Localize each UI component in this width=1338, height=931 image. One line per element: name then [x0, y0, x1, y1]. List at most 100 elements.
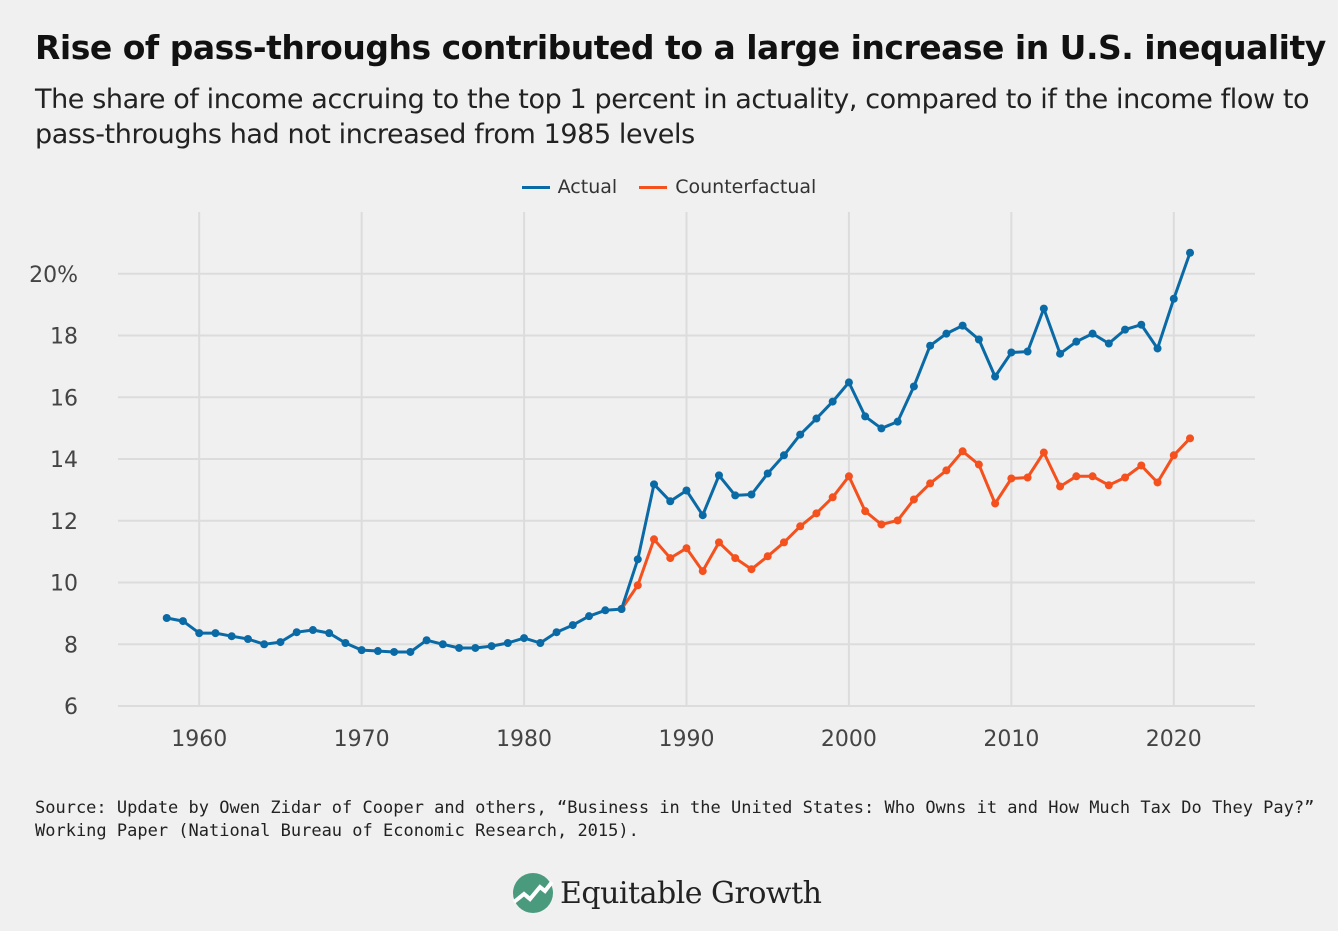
data-point-actual [893, 417, 902, 426]
data-point-counterfactual [682, 544, 691, 553]
y-tick-label: 16 [50, 386, 78, 411]
legend: Actual Counterfactual [0, 176, 1338, 198]
data-point-counterfactual [1056, 482, 1065, 491]
data-point-actual [308, 626, 317, 635]
data-point-counterfactual [1121, 473, 1130, 482]
data-point-counterfactual [1104, 481, 1113, 490]
data-point-actual [1137, 320, 1146, 329]
data-point-actual [552, 628, 561, 637]
data-point-actual [211, 629, 220, 638]
chart-subtitle: The share of income accruing to the top … [35, 84, 1310, 150]
data-point-counterfactual [1153, 478, 1162, 487]
data-point-counterfactual [828, 493, 837, 502]
legend-swatch-actual [521, 186, 550, 189]
source-line-1: Source: Update by Owen Zidar of Cooper a… [35, 798, 1315, 818]
data-point-actual [1023, 347, 1032, 356]
data-point-counterfactual [633, 581, 642, 590]
data-point-actual [390, 647, 399, 656]
data-point-actual [568, 621, 577, 630]
x-tick-label: 2010 [983, 727, 1039, 752]
data-point-actual [471, 643, 480, 652]
data-point-actual [1056, 349, 1065, 358]
x-tick-label: 2000 [821, 727, 877, 752]
data-point-counterfactual [731, 554, 740, 563]
data-point-counterfactual [926, 479, 935, 488]
data-point-counterfactual [650, 535, 659, 544]
y-tick-label: 18 [50, 325, 78, 350]
x-tick-label: 1990 [659, 727, 715, 752]
data-point-actual [747, 490, 756, 499]
data-point-counterfactual [1088, 472, 1097, 481]
data-point-actual [341, 639, 350, 648]
data-point-actual [1153, 344, 1162, 353]
data-point-actual [844, 378, 853, 387]
x-tick-label: 2020 [1146, 727, 1202, 752]
data-point-actual [260, 640, 269, 649]
data-point-actual [325, 629, 334, 638]
data-point-actual [731, 491, 740, 500]
data-point-actual [243, 635, 252, 644]
legend-item-counterfactual: Counterfactual [639, 176, 816, 198]
y-tick-label: 14 [50, 448, 78, 473]
legend-label-actual: Actual [557, 176, 618, 198]
x-tick-label: 1980 [496, 727, 552, 752]
data-point-counterfactual [1072, 472, 1081, 481]
data-point-counterfactual [1186, 434, 1195, 443]
logo: Equitable Growth [512, 872, 822, 914]
data-point-actual [942, 329, 951, 338]
data-point-actual [714, 471, 723, 480]
data-point-actual [974, 335, 983, 344]
data-point-actual [650, 480, 659, 489]
data-point-actual [958, 321, 967, 330]
source-line-2: Working Paper (National Bureau of Econom… [35, 821, 639, 841]
data-point-actual [812, 414, 821, 423]
x-tick-label: 1960 [171, 727, 227, 752]
data-point-actual [861, 412, 870, 421]
data-point-actual [195, 629, 204, 638]
y-tick-label: 8 [64, 633, 78, 658]
data-point-actual [828, 397, 837, 406]
logo-text: Equitable Growth [560, 875, 822, 911]
data-point-actual [422, 636, 431, 645]
data-point-actual [763, 469, 772, 478]
data-point-actual [1186, 248, 1195, 257]
y-tick-label: 6 [64, 695, 78, 720]
chart-title: Rise of pass-throughs contributed to a l… [35, 28, 1326, 67]
data-point-actual [357, 646, 366, 655]
data-point-counterfactual [763, 552, 772, 561]
data-point-counterfactual [812, 509, 821, 518]
data-point-actual [487, 642, 496, 651]
data-point-counterfactual [893, 516, 902, 525]
data-point-counterfactual [958, 447, 967, 456]
y-tick-label: 12 [50, 510, 78, 535]
data-point-counterfactual [714, 538, 723, 547]
data-point-actual [178, 617, 187, 626]
y-tick-label: 10 [50, 572, 78, 597]
source-note: Source: Update by Owen Zidar of Cooper a… [35, 797, 1314, 843]
data-point-counterfactual [666, 554, 675, 563]
data-point-actual [1072, 337, 1081, 346]
equitable-growth-logo-icon [512, 873, 554, 913]
data-point-counterfactual [909, 495, 918, 504]
data-point-counterfactual [698, 567, 707, 576]
data-point-actual [1007, 348, 1016, 357]
y-tick-label: 20% [29, 263, 78, 288]
data-point-actual [1039, 304, 1048, 313]
data-point-counterfactual [877, 520, 886, 529]
data-point-actual [536, 639, 545, 648]
data-point-actual [455, 643, 464, 652]
data-point-counterfactual [942, 466, 951, 475]
legend-label-counterfactual: Counterfactual [675, 176, 817, 198]
data-point-actual [909, 382, 918, 391]
data-point-actual [227, 632, 236, 641]
data-point-counterfactual [861, 507, 870, 516]
data-point-actual [438, 640, 447, 649]
data-point-counterfactual [1023, 473, 1032, 482]
data-point-counterfactual [1007, 474, 1016, 483]
data-point-actual [617, 605, 626, 614]
data-point-actual [1088, 329, 1097, 338]
series-line-actual [166, 252, 1192, 654]
data-point-actual [877, 424, 886, 433]
data-point-actual [503, 639, 512, 648]
data-point-counterfactual [1039, 448, 1048, 457]
